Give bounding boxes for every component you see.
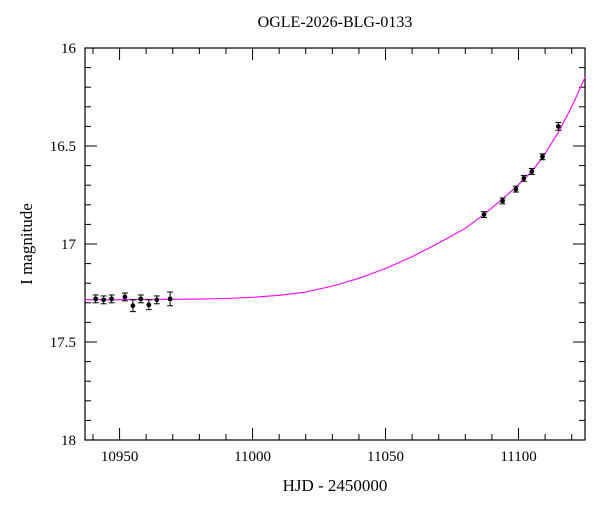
x-tick-label: 11100: [500, 449, 536, 465]
data-point-marker: [513, 186, 519, 192]
x-tick-label: 11050: [367, 449, 404, 465]
data-point-marker: [93, 296, 99, 302]
data-point-marker: [540, 154, 545, 160]
x-tick-label: 11000: [234, 449, 271, 465]
data-points: [92, 121, 562, 313]
data-point-marker: [521, 175, 527, 181]
data-point-marker: [138, 296, 144, 302]
data-point-marker: [167, 296, 173, 302]
data-point-marker: [146, 302, 152, 308]
y-tick-label: 17.5: [50, 335, 76, 351]
x-tick-label: 10950: [101, 449, 139, 465]
y-tick-label: 16: [61, 41, 77, 57]
data-point-marker: [130, 303, 136, 309]
y-axis-label: I magnitude: [17, 203, 36, 285]
y-tick-label: 18: [61, 433, 76, 449]
model-curve: [84, 76, 586, 301]
tick-labels: 10950 11000 11050 11100 16 16.5 17 17.5 18: [50, 41, 537, 465]
chart-title: OGLE-2026-BLG-0133: [257, 14, 413, 31]
data-point-marker: [556, 124, 561, 129]
data-point-marker: [122, 294, 128, 300]
data-point-marker: [500, 198, 505, 204]
y-tick-label: 17: [61, 237, 77, 253]
data-point-marker: [481, 212, 487, 218]
data-point-marker: [101, 297, 107, 303]
x-axis-label: HJD - 2450000: [282, 476, 388, 495]
axis-ticks: [85, 47, 585, 441]
y-tick-label: 16.5: [50, 139, 76, 155]
data-point-marker: [529, 169, 535, 174]
data-point-marker: [109, 296, 114, 302]
axis-frame: [84, 47, 586, 441]
data-point-marker: [154, 297, 160, 303]
